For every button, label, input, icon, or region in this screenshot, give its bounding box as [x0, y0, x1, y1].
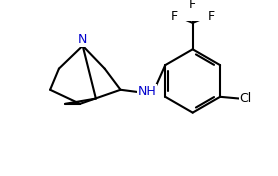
- Text: NH: NH: [138, 85, 156, 98]
- Text: F: F: [208, 10, 215, 23]
- Text: Cl: Cl: [240, 92, 252, 105]
- Text: F: F: [189, 0, 196, 11]
- Text: N: N: [78, 33, 87, 46]
- Text: F: F: [170, 10, 178, 23]
